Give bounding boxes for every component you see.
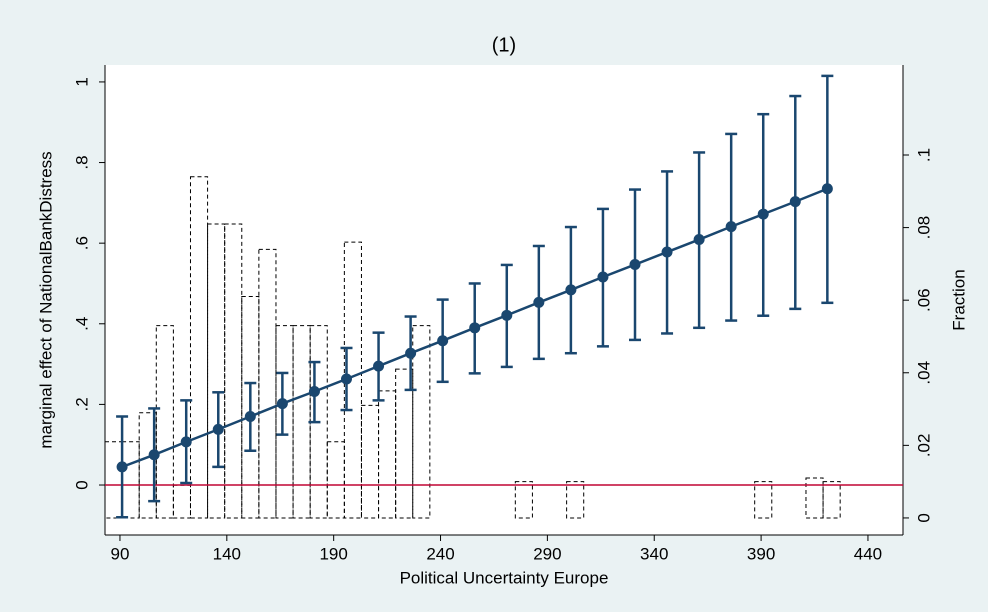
point [597, 271, 609, 283]
histogram-bar [566, 481, 585, 519]
x-axis-label: Political Uncertainty Europe [400, 568, 609, 587]
y2-tick-label: .06 [914, 288, 933, 312]
plot-region [105, 65, 903, 535]
y2-tick-label: 0 [914, 513, 933, 522]
histogram-bar [104, 441, 123, 519]
y-tick-label: 1 [72, 77, 91, 86]
x-tick-label: 90 [110, 544, 129, 563]
x-tick-label: 140 [213, 544, 241, 563]
point [533, 296, 545, 308]
point [725, 221, 737, 233]
histogram-bar [207, 223, 226, 519]
point [757, 208, 769, 220]
histogram-bar [258, 248, 277, 519]
x-tick-label: 240 [426, 544, 454, 563]
y2-axis-label: Fraction [949, 269, 968, 330]
point [116, 461, 128, 473]
y2-tick-label: .1 [914, 148, 933, 162]
histogram-bar [343, 241, 362, 519]
histogram-bar [155, 325, 174, 519]
point [469, 322, 481, 334]
histogram-bar [138, 412, 157, 519]
y2-tick-label: .08 [914, 216, 933, 240]
point [212, 423, 224, 435]
point [180, 436, 192, 448]
point [693, 234, 705, 246]
point [276, 398, 288, 410]
point [340, 373, 352, 385]
y-axis-label: marginal effect of NationalBankDistress [36, 151, 55, 448]
point [661, 246, 673, 258]
y2-tick-label: .02 [914, 434, 933, 458]
histogram-bar [395, 368, 414, 519]
x-tick-label: 340 [640, 544, 668, 563]
point [789, 196, 801, 208]
histogram-bar [412, 325, 431, 519]
point [373, 360, 385, 372]
y-tick-label: .2 [72, 397, 91, 411]
point [501, 309, 513, 321]
y2-tick-label: .04 [914, 361, 933, 385]
histogram-bar [189, 176, 209, 519]
x-tick-label: 440 [854, 544, 882, 563]
histogram-bar [805, 477, 824, 519]
point [565, 284, 577, 296]
histogram-bar [514, 481, 533, 519]
point [244, 410, 256, 422]
point [405, 347, 417, 359]
chart-title: (1) [492, 34, 516, 56]
histogram-bar [754, 481, 773, 519]
point [437, 335, 449, 347]
point [308, 386, 320, 398]
x-tick-label: 390 [747, 544, 775, 563]
x-tick-label: 290 [533, 544, 561, 563]
x-tick-label: 190 [319, 544, 347, 563]
histogram-bar [822, 481, 841, 519]
y-tick-label: .4 [72, 317, 91, 331]
y-tick-label: 0 [72, 480, 91, 489]
histogram-bar [326, 441, 345, 519]
point [148, 449, 160, 461]
point [821, 183, 833, 195]
y-tick-label: .8 [72, 155, 91, 169]
y-tick-label: .6 [72, 236, 91, 250]
point [629, 259, 641, 271]
